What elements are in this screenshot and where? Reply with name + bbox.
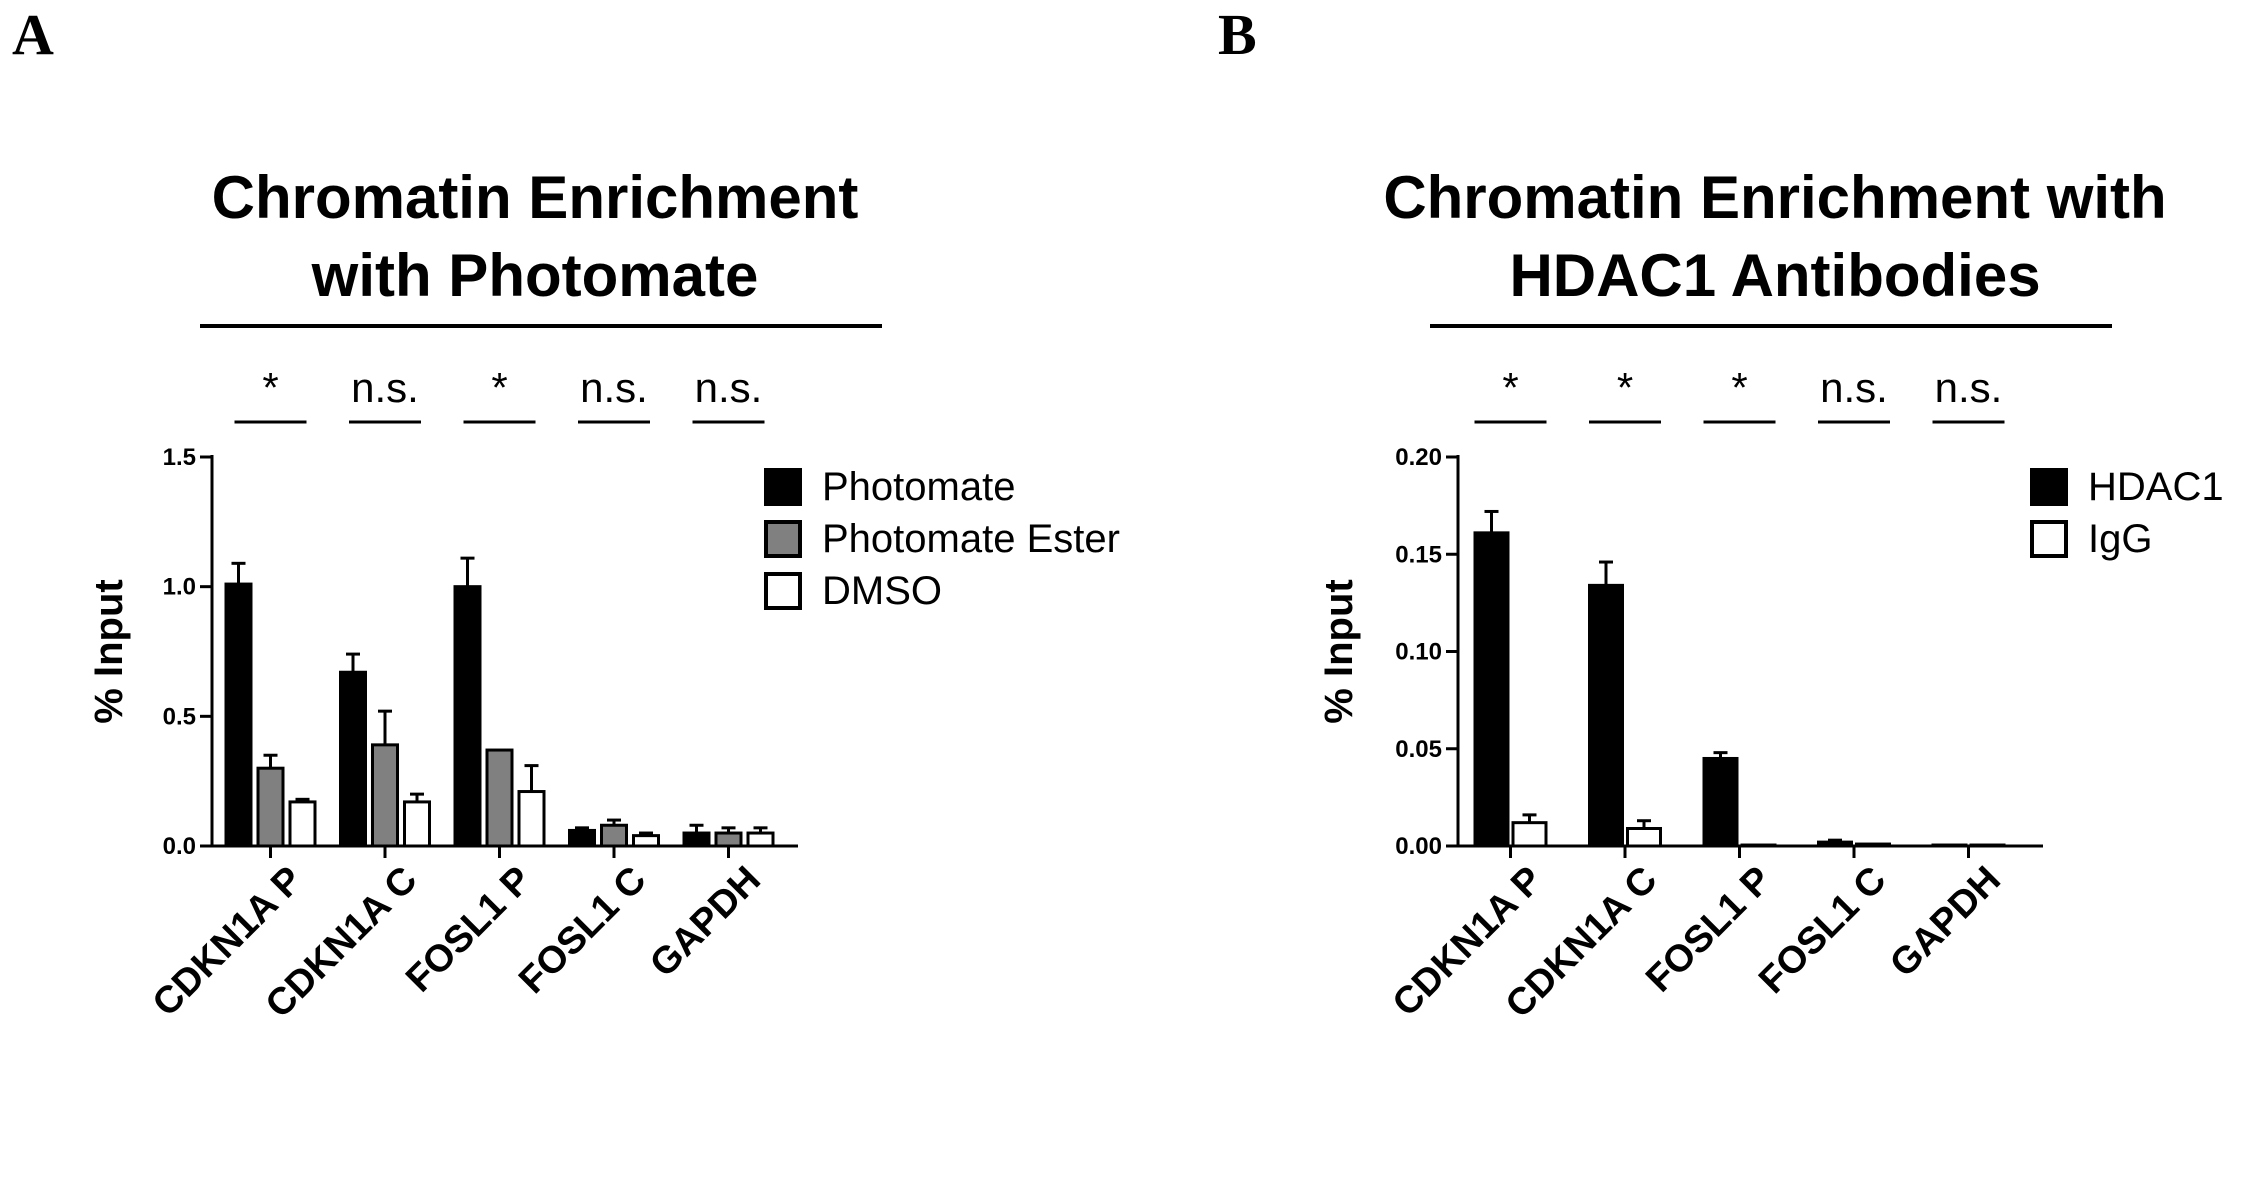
- bar: [1740, 843, 1777, 848]
- bar: [682, 831, 711, 848]
- bar: [632, 834, 660, 848]
- significance-label: *: [1617, 364, 1633, 411]
- significance-label: *: [262, 364, 278, 411]
- bar: [714, 831, 743, 848]
- significance-label: *: [1731, 364, 1747, 411]
- chart-title-line: Chromatin Enrichment: [212, 164, 859, 231]
- x-category-label: FOSL1 C: [1751, 859, 1894, 1002]
- legend-swatch: [2030, 520, 2068, 558]
- panel-letter-a: A: [12, 2, 54, 67]
- legend-label: IgG: [2088, 517, 2152, 561]
- bar: [485, 748, 514, 848]
- x-category-label: FOSL1 C: [511, 859, 654, 1002]
- y-axis-title: % Input: [87, 579, 131, 723]
- legend-label: Photomate Ester: [822, 517, 1120, 561]
- y-tick-label: 1.5: [163, 444, 196, 471]
- y-tick-label: 0.15: [1395, 541, 1442, 568]
- bar: [1969, 843, 2006, 848]
- bar: [1817, 840, 1853, 848]
- significance-label: n.s.: [695, 364, 763, 411]
- legend-swatch: [764, 572, 802, 610]
- significance-label: *: [491, 364, 507, 411]
- panel-letter-b: B: [1218, 2, 1257, 67]
- bar: [288, 800, 317, 848]
- legend-label: Photomate: [822, 465, 1015, 509]
- bar: [339, 670, 367, 848]
- y-tick-label: 0.20: [1395, 444, 1442, 471]
- legend-swatch: [764, 468, 802, 506]
- bar: [517, 790, 546, 848]
- significance-label: *: [1502, 364, 1518, 411]
- bar: [1511, 821, 1548, 848]
- y-tick-label: 0.00: [1395, 833, 1442, 860]
- bar: [371, 743, 399, 848]
- chart-title-line: HDAC1 Antibodies: [1509, 242, 2040, 309]
- legend-swatch: [2030, 468, 2068, 506]
- bar: [1855, 842, 1891, 848]
- legend-swatch: [764, 520, 802, 558]
- bar: [256, 766, 285, 848]
- bar: [224, 582, 253, 848]
- panel-b: B Chromatin Enrichment with HDAC1 Antibod…: [1218, 2, 2224, 1026]
- y-tick-label: 1.0: [163, 574, 196, 601]
- bar: [453, 585, 482, 848]
- chart-title-line: Chromatin Enrichment with: [1383, 164, 2166, 231]
- significance-label: n.s.: [1935, 364, 2003, 411]
- y-tick-label: 0.10: [1395, 639, 1442, 666]
- bar: [1626, 826, 1662, 848]
- x-category-label: GAPDH: [1882, 859, 2009, 986]
- x-category-label: GAPDH: [642, 859, 769, 986]
- bar: [568, 828, 596, 848]
- legend-label: DMSO: [822, 569, 942, 613]
- bar: [600, 823, 628, 848]
- bar: [746, 831, 775, 848]
- y-tick-label: 0.0: [163, 833, 196, 860]
- bar: [403, 800, 431, 848]
- bar: [1702, 756, 1739, 848]
- bar: [1473, 531, 1510, 848]
- y-axis-title: % Input: [1317, 579, 1361, 723]
- significance-label: n.s.: [351, 364, 419, 411]
- panel-a: A Chromatin Enrichment with Photomate * n.s…: [12, 2, 1120, 1026]
- legend-label: HDAC1: [2088, 465, 2224, 509]
- y-tick-label: 0.05: [1395, 736, 1442, 763]
- bar: [1931, 843, 1968, 848]
- chart-title-line: with Photomate: [311, 242, 759, 309]
- significance-label: n.s.: [580, 364, 648, 411]
- bar: [1588, 583, 1624, 848]
- significance-label: n.s.: [1820, 364, 1888, 411]
- y-tick-label: 0.5: [163, 703, 196, 730]
